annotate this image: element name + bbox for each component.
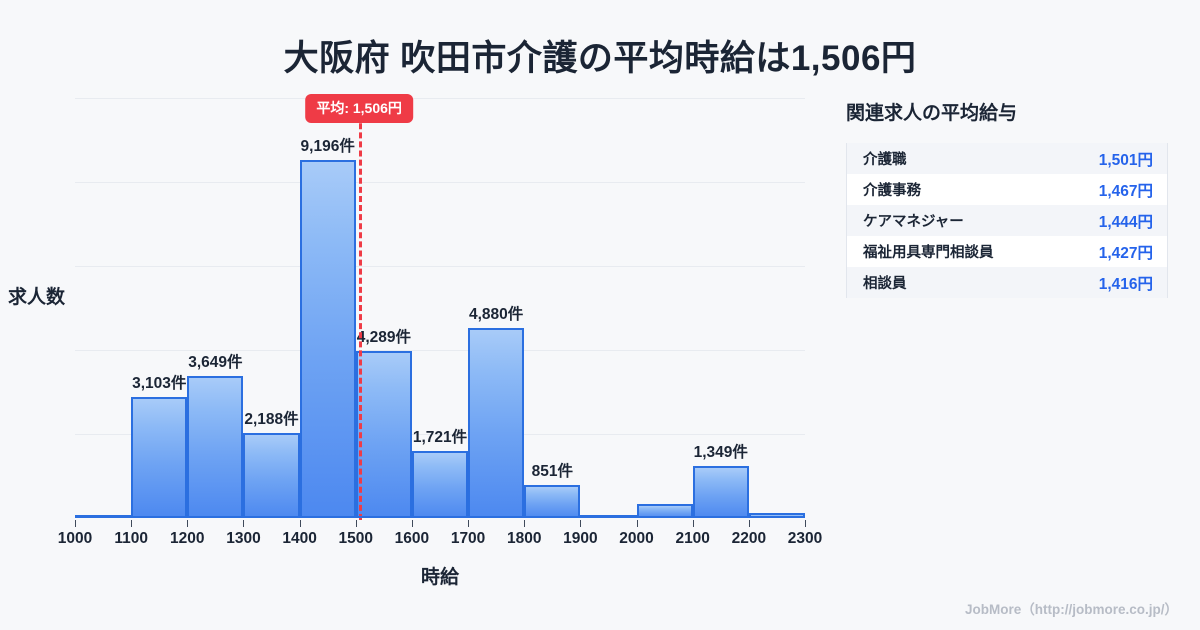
average-wage-cell: 1,444円 [1098,213,1153,231]
histogram-bar [692,465,749,518]
x-axis-tick [131,520,133,527]
x-axis-tick [524,520,526,527]
job-title-cell: 福祉用具専門相談員 [863,245,994,261]
x-axis-tick-label: 1300 [226,530,261,547]
gridline [75,434,805,435]
histogram-bar [636,504,693,518]
bar-value-label: 851件 [531,462,573,480]
job-title-cell: ケアマネジャー [863,214,964,230]
x-axis-tick [187,520,189,527]
x-axis-tick [299,520,301,527]
x-axis-tick-label: 1100 [114,530,148,547]
bar-value-label: 3,649件 [188,354,243,372]
average-wage-cell: 1,501円 [1098,151,1153,169]
x-axis-tick-label: 2100 [675,530,710,547]
x-axis-tick [580,520,582,527]
related-wages-panel: 関連求人の平均給与 介護職 1,501円介護事務 1,467円ケアマネジャー 1,44… [838,98,1178,298]
histogram-bar [748,512,805,518]
x-axis-tick-label: 1800 [506,530,542,547]
x-axis-tick-label: 1200 [170,530,205,547]
x-axis-tick-label: 1500 [338,530,374,547]
job-title-cell: 介護事務 [863,183,921,199]
histogram-bar [355,351,412,518]
footer-credit: JobMore（http://jobmore.co.jp/） [965,602,1178,617]
bar-value-label: 4,880件 [468,306,524,324]
x-axis: 1000 1100 1200 1300 1400 1500 1600 1700 1800 1900… [58,520,822,560]
average-wage-cell: 1,467円 [1098,182,1153,200]
page-title: 大阪府 吹田市介護の平均時給は1,506円 [283,39,917,78]
x-axis-tick-label: 1600 [394,530,430,547]
bar-value-label: 2,188件 [244,410,299,428]
table-row[interactable]: 介護職 1,501円 [847,143,1167,174]
average-dashed-line [359,96,363,520]
x-axis-tick [468,520,470,527]
x-axis-tick [748,520,750,527]
table-row[interactable]: 福祉用具専門相談員 1,427円 [847,236,1167,267]
x-axis-tick-label: 1400 [282,530,317,547]
bar-value-label: 3,103件 [132,375,187,393]
x-axis-tick [75,520,76,527]
gridline [75,98,805,99]
histogram-bar [187,376,244,518]
related-wages-table: 介護職 1,501円介護事務 1,467円ケアマネジャー 1,444円福祉用具専門相談… [846,143,1168,298]
table-row[interactable]: 介護事務 1,467円 [847,174,1167,205]
x-axis-tick [692,520,694,527]
histogram-bar [131,397,188,518]
x-axis-tick [243,520,245,527]
x-axis-tick-label: 2000 [619,530,654,547]
histogram-bar [299,160,356,518]
bar-value-label: 4,289件 [356,329,411,347]
gridline [75,266,805,267]
bar-value-label: 9,196件 [300,138,355,156]
bar-value-label: 1,349件 [693,443,748,461]
x-axis-tick [805,520,806,527]
histogram-chart: 求人数 3,103件 3,649件 2,188件 9,196件 4,289件 1,721件… [0,92,830,592]
histogram-bar [524,484,581,518]
average-wage-cell: 1,427円 [1098,244,1153,262]
x-axis-tick [355,520,357,527]
related-wages-heading: 関連求人の平均給与 [846,103,1018,124]
table-row[interactable]: 相談員 1,416円 [847,267,1167,298]
job-title-cell: 介護職 [863,152,907,168]
plot-area: 3,103件 3,649件 2,188件 9,196件 4,289件 1,721件 4,88… [75,94,805,520]
table-row[interactable]: ケアマネジャー 1,444円 [847,205,1167,236]
bar-series: 3,103件 3,649件 2,188件 9,196件 4,289件 1,721件 4,88… [75,98,805,518]
histogram-bar [468,328,525,518]
average-badge: 平均: 1,506円 [305,94,413,123]
x-axis-tick-label: 1700 [450,530,486,547]
x-axis-tick-label: 1000 [57,530,93,547]
gridline [75,182,805,183]
bar-value-label: 1,721件 [412,429,468,447]
x-axis-tick-label: 2300 [787,530,823,547]
x-axis-baseline [75,516,805,518]
histogram-bar [243,432,300,518]
gridline [75,350,805,351]
x-axis-title: 時給 [420,567,459,588]
average-wage-cell: 1,416円 [1098,275,1153,293]
histogram-bar [411,451,469,518]
job-title-cell: 相談員 [863,276,907,292]
y-axis-title: 求人数 [8,287,66,308]
x-axis-tick-label: 1900 [563,530,598,547]
x-axis-tick [636,520,638,527]
x-axis-tick-label: 2200 [731,530,767,547]
x-axis-tick [411,520,413,527]
